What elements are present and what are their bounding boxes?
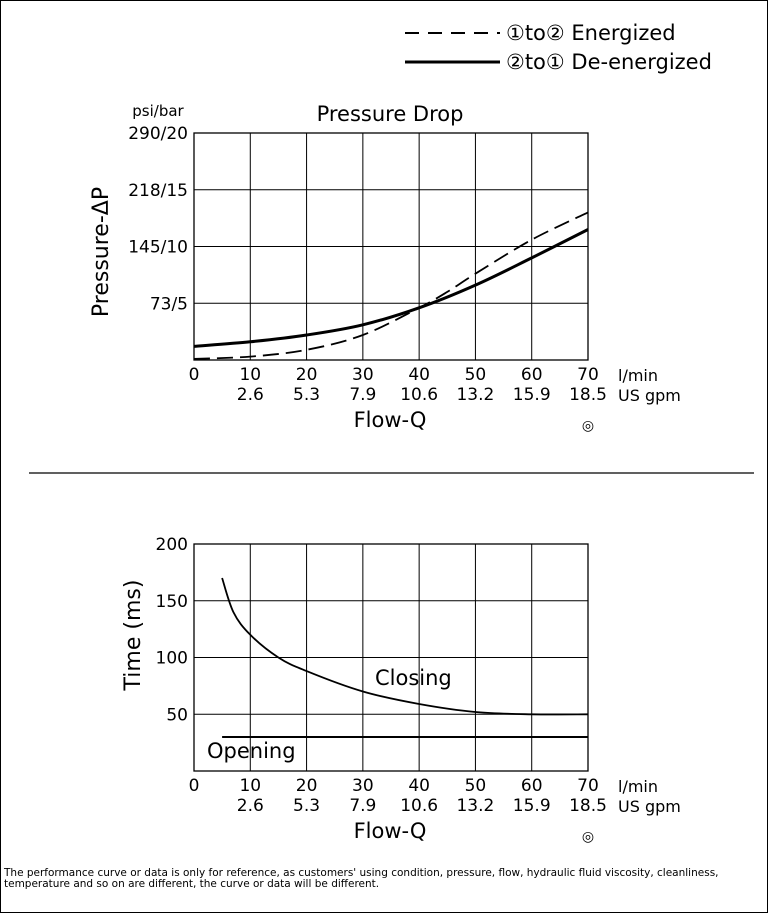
chart1-y-tick-label: 145/10 <box>128 238 188 258</box>
chart1-x2-tick-label: 15.9 <box>513 385 551 405</box>
chart2-x-tick-label: 20 <box>296 776 318 796</box>
series-label-opening: Opening <box>207 739 296 763</box>
chart1-series-2-line <box>193 228 589 348</box>
chart1-x-unit-label: l/min <box>618 366 658 385</box>
legend-label-de-energized: ②to① De-energized <box>506 50 712 74</box>
chart2-x2-tick-label: 18.5 <box>569 796 607 816</box>
chart2-x-tick-label: 50 <box>465 776 487 796</box>
chart1-x-tick-label: 60 <box>521 365 543 385</box>
chart2-y-tick-label: 100 <box>156 649 188 669</box>
chart2-mark: ◎ <box>582 829 594 845</box>
chart1-x2-tick-label: 7.9 <box>349 385 376 405</box>
chart1-x-axis-label: Flow-Q <box>354 408 427 432</box>
chart2-x-tick-label: 70 <box>577 776 599 796</box>
chart2-grid <box>193 543 589 772</box>
chart1-x-tick-label: 70 <box>577 365 599 385</box>
chart2-series <box>221 577 589 738</box>
chart1-x-tick-label: 10 <box>239 365 261 385</box>
chart2-x-axis-label: Flow-Q <box>354 819 427 843</box>
chart2-x2-tick-label: 10.6 <box>400 796 438 816</box>
chart1-y-tick-label: 73/5 <box>150 294 188 314</box>
chart2-x-tick-label: 0 <box>189 776 200 796</box>
chart1-series <box>193 211 589 360</box>
legend-label-energized: ①to② Energized <box>506 21 676 45</box>
chart2-x2-tick-label: 5.3 <box>293 796 320 816</box>
chart2-x2-tick-label: 7.9 <box>349 796 376 816</box>
chart2-x2-tick-label: 15.9 <box>513 796 551 816</box>
chart2-y-axis-label: Time (ms) <box>121 580 146 692</box>
chart2-y-tick-label: 50 <box>166 705 188 725</box>
chart1-x2-tick-label: 10.6 <box>400 385 438 405</box>
chart2-x-unit-label: l/min <box>618 777 658 796</box>
pressure-drop-chart: Pressure Drop psi/bar Pressure-ΔP 73/5 14… <box>89 102 681 434</box>
response-time-chart: Time (ms) 50 100 150 200 0 102.6 205.3 307.9 40… <box>121 535 681 845</box>
chart1-y-ticks: 73/5 145/10 218/15 290/20 <box>128 124 188 314</box>
chart1-x2-tick-label: 18.5 <box>569 385 607 405</box>
chart2-y-tick-label: 200 <box>156 535 188 555</box>
chart2-x2-unit-label: US gpm <box>618 797 681 816</box>
chart2-x2-tick-label: 2.6 <box>237 796 264 816</box>
chart2-x-tick-label: 60 <box>521 776 543 796</box>
chart1-x2-tick-label: 13.2 <box>456 385 494 405</box>
chart2-y-ticks: 50 100 150 200 <box>156 535 188 725</box>
chart2-x-tick-label: 30 <box>352 776 374 796</box>
chart2-y-tick-label: 150 <box>156 592 188 612</box>
chart2-x-tick-label: 40 <box>408 776 430 796</box>
chart1-y-tick-label: 218/15 <box>128 181 188 201</box>
chart1-x-tick-label: 40 <box>408 365 430 385</box>
series-label-closing: Closing <box>375 666 452 690</box>
chart1-y-axis-label: Pressure-ΔP <box>89 187 114 317</box>
chart1-mark: ◎ <box>582 418 594 434</box>
chart1-series-1-line <box>193 211 589 360</box>
chart1-x2-tick-label: 5.3 <box>293 385 320 405</box>
chart1-x-tick-label: 30 <box>352 365 374 385</box>
chart1-x-tick-label: 20 <box>296 365 318 385</box>
chart2-x-tick-label: 10 <box>239 776 261 796</box>
chart2-series-1-line <box>221 577 589 716</box>
chart1-title: Pressure Drop <box>317 102 464 126</box>
chart2-x2-tick-label: 13.2 <box>456 796 494 816</box>
chart1-grid <box>193 132 589 361</box>
chart1-x-tick-label: 50 <box>465 365 487 385</box>
chart1-y-unit-label: psi/bar <box>132 102 184 120</box>
chart1-x2-unit-label: US gpm <box>618 386 681 405</box>
chart1-x-tick-label: 0 <box>189 365 200 385</box>
legend: ①to② Energized ②to① De-energized <box>405 21 712 74</box>
chart1-x2-tick-label: 2.6 <box>237 385 264 405</box>
chart1-y-tick-label: 290/20 <box>128 124 188 144</box>
disclaimer-footnote: The performance curve or data is only fo… <box>4 867 719 890</box>
